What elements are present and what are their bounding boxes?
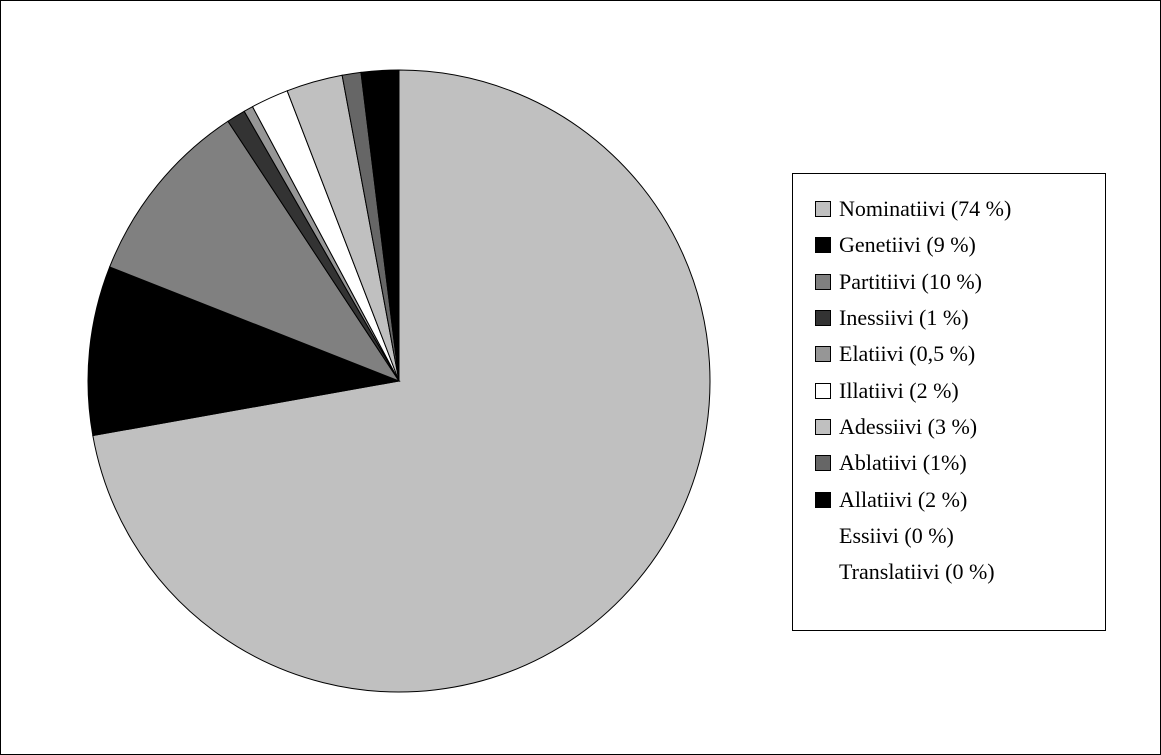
pie-slice-0: [92, 69, 711, 693]
legend-swatch: [815, 201, 831, 218]
legend: Nominatiivi (74 %) Genetiivi (9 %) Partiti…: [792, 173, 1106, 631]
legend-swatch: [815, 418, 831, 435]
legend-item: Essiivi (0 %): [793, 518, 1105, 554]
legend-swatch: [815, 564, 831, 580]
legend-swatch: [815, 528, 831, 544]
legend-label: Translatiivi (0 %): [839, 559, 995, 585]
legend-label: Partitiivi (10 %): [839, 268, 982, 294]
pie-slice-8: [360, 69, 400, 382]
legend-item: Partitiivi (10 %): [793, 264, 1105, 300]
legend-label: Genetiivi (9 %): [839, 232, 976, 258]
legend-label: Allatiivi (2 %): [839, 486, 968, 512]
pie-slice-2: [109, 120, 401, 383]
legend-swatch: [815, 346, 831, 363]
legend-swatch: [815, 237, 831, 254]
legend-label: Adessiivi (3 %): [839, 413, 978, 439]
legend-item: Illatiivi (2 %): [793, 372, 1105, 408]
legend-item: Inessiivi (1 %): [793, 300, 1105, 336]
legend-label: Inessiivi (1 %): [839, 305, 969, 331]
legend-item: Nominatiivi (74 %): [793, 191, 1105, 227]
legend-label: Ablatiivi (1%): [839, 450, 967, 476]
legend-swatch: [815, 491, 831, 508]
legend-item: Genetiivi (9 %): [793, 227, 1105, 263]
legend-label: Essiivi (0 %): [839, 522, 954, 548]
legend-swatch: [815, 273, 831, 290]
legend-label: Nominatiivi (74 %): [839, 196, 1012, 222]
legend-label: Elatiivi (0,5 %): [839, 341, 976, 367]
legend-label: Illatiivi (2 %): [839, 377, 959, 403]
legend-item: Adessiivi (3 %): [793, 409, 1105, 445]
legend-swatch: [815, 310, 831, 327]
legend-item: Elatiivi (0,5 %): [793, 336, 1105, 372]
legend-item: Ablatiivi (1%): [793, 445, 1105, 481]
legend-item: Allatiivi (2 %): [793, 481, 1105, 517]
legend-swatch: [815, 382, 831, 399]
legend-swatch: [815, 455, 831, 472]
pie-slice-1: [87, 266, 401, 437]
legend-item: Translatiivi (0 %): [793, 554, 1105, 590]
